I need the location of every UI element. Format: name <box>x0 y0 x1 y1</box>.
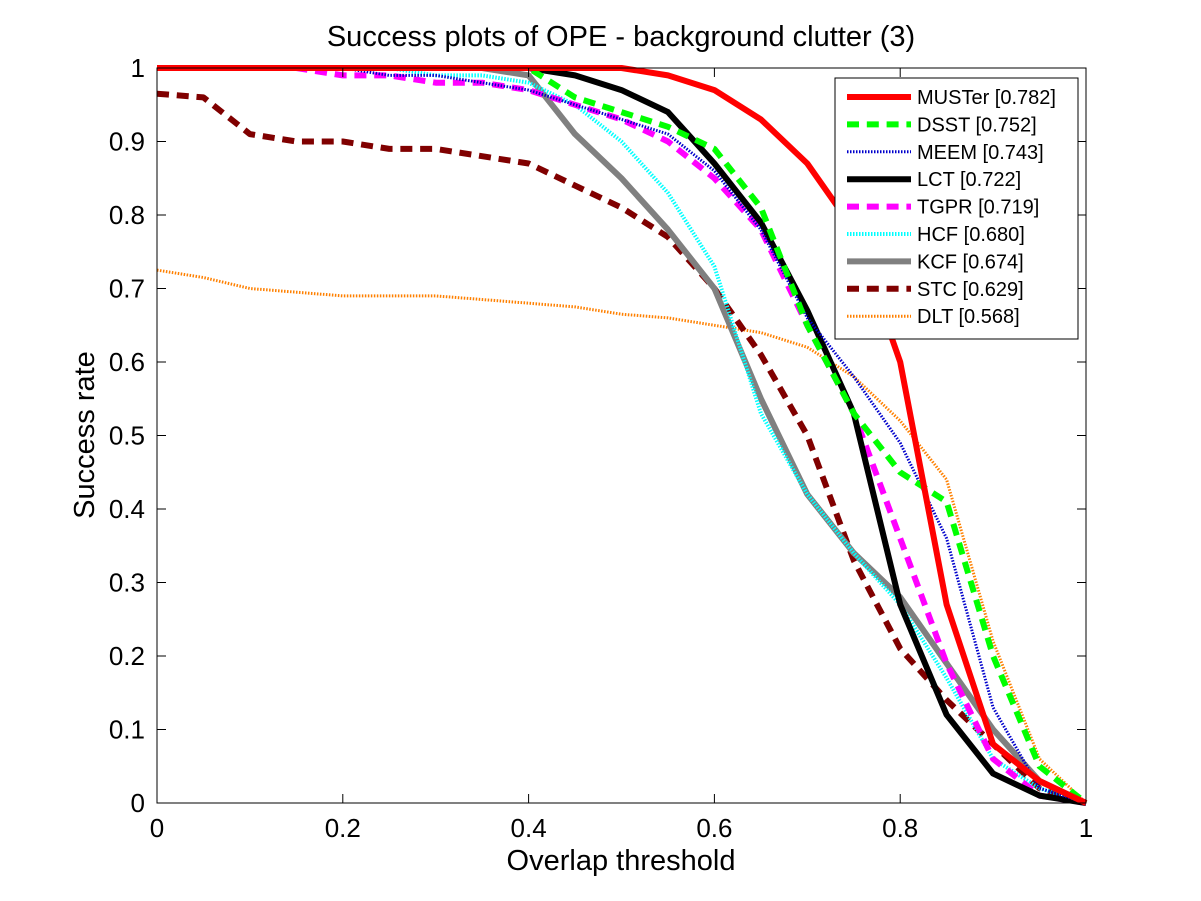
series-line-dlt <box>156 268 1088 805</box>
legend-label: STC [0.629] <box>917 279 1024 301</box>
y-tick-label: 0.1 <box>109 715 145 745</box>
y-tick-label: 0.4 <box>109 494 145 524</box>
legend-label: DLT [0.568] <box>917 306 1020 328</box>
x-axis-ticks: 0 0.2 0.4 0.6 0.8 1 <box>150 68 1093 843</box>
y-axis-label: Success rate <box>69 351 101 519</box>
series-line-stc <box>156 90 1087 806</box>
x-tick-label: 0.6 <box>696 813 732 843</box>
y-tick-label: 0.3 <box>109 568 145 598</box>
legend-label: MUSTer [0.782] <box>917 87 1056 109</box>
legend-label: LCT [0.722] <box>917 169 1021 191</box>
series-line-hcf <box>157 66 1087 805</box>
x-tick-label: 1 <box>1079 813 1093 843</box>
series-line-tgpr <box>157 65 1087 806</box>
x-tick-label: 0 <box>150 813 164 843</box>
y-axis-ticks: 0 0.1 0.2 0.3 0.4 0.5 0.6 0.7 0.8 0.9 1 <box>109 53 1086 818</box>
legend-label: HCF [0.680] <box>917 224 1025 246</box>
legend-label: DSST [0.752] <box>917 114 1037 136</box>
y-tick-label: 0.7 <box>109 274 145 304</box>
x-tick-label: 0.4 <box>511 813 547 843</box>
y-tick-label: 0.8 <box>109 200 145 230</box>
legend-label: TGPR [0.719] <box>917 197 1039 219</box>
series-line-dsst <box>157 65 1088 806</box>
y-tick-label: 0.5 <box>109 421 145 451</box>
y-tick-label: 0.6 <box>109 347 145 377</box>
x-tick-label: 0.2 <box>325 813 361 843</box>
legend: MUSTer [0.782] DSST [0.752] MEEM [0.743] LC… <box>834 77 1079 340</box>
plot-area: 0 0.2 0.4 0.6 0.8 1 0 0.1 0.2 0.3 0.4 0.5 0.6 0.7 0.8… <box>109 53 1093 843</box>
y-tick-label: 0.9 <box>109 127 145 157</box>
y-tick-label: 0 <box>131 788 145 818</box>
x-axis-label: Overlap threshold <box>507 845 736 877</box>
x-tick-label: 0.8 <box>882 813 918 843</box>
y-tick-label: 0.2 <box>109 641 145 671</box>
chart-title: Success plots of OPE - background clutte… <box>327 21 915 53</box>
legend-label: MEEM [0.743] <box>917 142 1044 164</box>
legend-label: KCF [0.674] <box>917 251 1024 273</box>
y-tick-label: 1 <box>131 53 145 83</box>
